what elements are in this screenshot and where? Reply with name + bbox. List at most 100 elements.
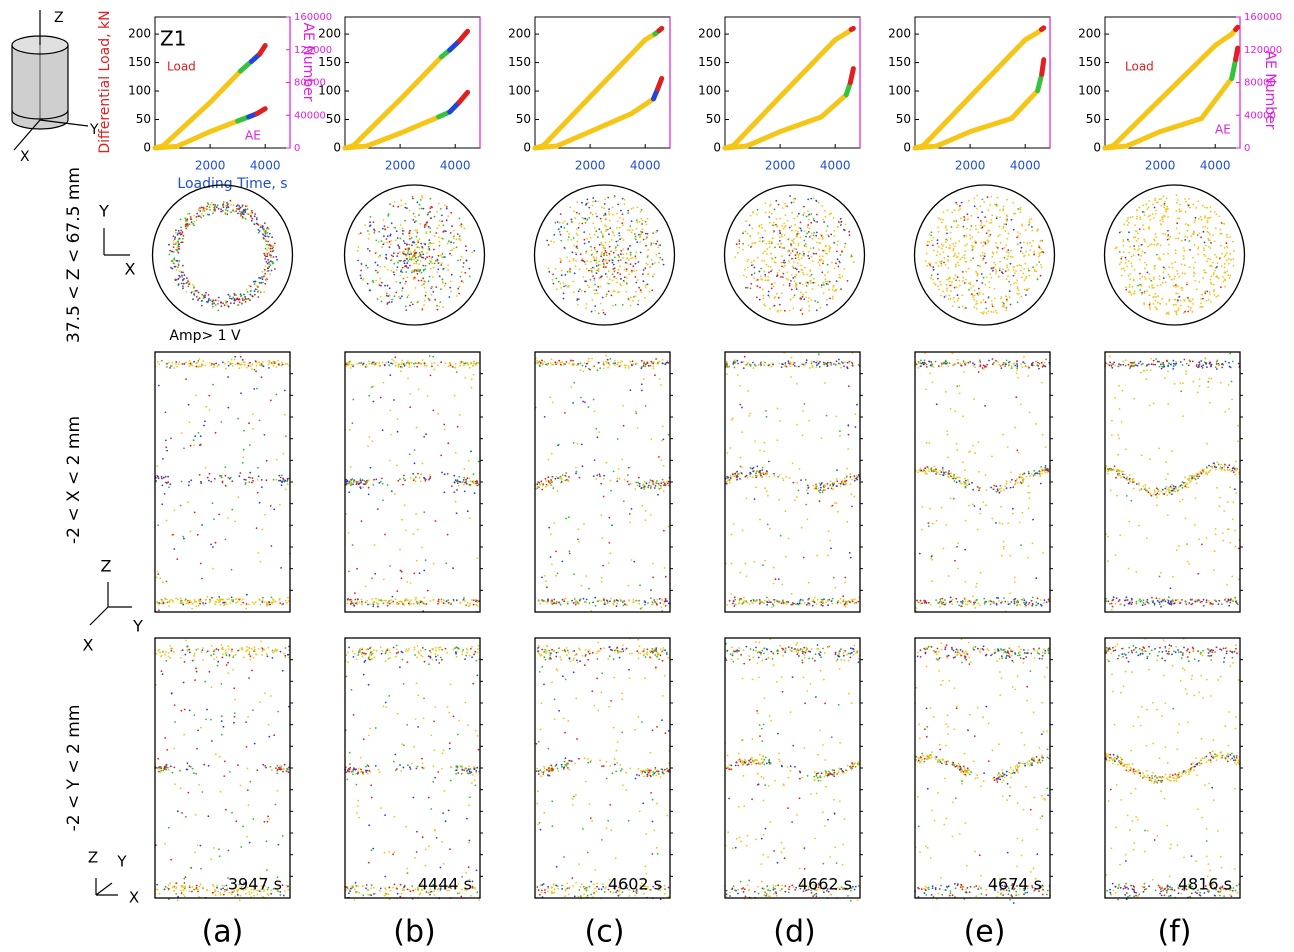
ae-dot: [629, 513, 631, 515]
ae-dot: [288, 771, 290, 773]
ae-dot: [572, 804, 574, 806]
ae-dot: [654, 262, 656, 264]
ae-dot: [450, 780, 452, 782]
ae-dot: [348, 363, 350, 365]
y-tick-label: 200: [508, 27, 531, 41]
ae-dot: [628, 820, 630, 822]
ae-dot: [745, 287, 747, 289]
ae-dot: [381, 282, 383, 284]
ae-dot: [560, 259, 562, 261]
ae-dot: [813, 247, 815, 249]
ae-dot: [435, 260, 437, 262]
ae-dot: [374, 573, 376, 575]
ae-dot: [421, 547, 423, 549]
ae-dot: [213, 653, 215, 655]
curve-segment: [725, 146, 747, 148]
ae-dot: [603, 263, 605, 265]
ae-dot: [602, 883, 604, 885]
ae-dot: [596, 252, 598, 254]
ae-dot: [647, 273, 649, 275]
ae-dot: [798, 243, 800, 245]
ae-dot: [416, 851, 418, 853]
ae-dot: [415, 599, 417, 601]
ae-dot: [234, 699, 236, 701]
ae-dot: [626, 282, 628, 284]
ae-dot: [419, 247, 421, 249]
ae-dot: [834, 268, 836, 270]
ae-dot: [234, 521, 236, 523]
ae-dot: [637, 482, 639, 484]
ae-dot: [594, 259, 596, 261]
ae-dot: [600, 243, 602, 245]
ae-dot: [606, 262, 608, 264]
ae-dot: [640, 252, 642, 254]
ae-dot: [539, 671, 541, 673]
ae-dot: [191, 221, 193, 223]
ae-dot: [582, 655, 584, 657]
ae-dot: [157, 361, 159, 363]
ae-dot: [656, 726, 658, 728]
ae-dot: [590, 894, 592, 896]
ae-dot: [166, 366, 168, 368]
x-tick-label: 2000: [195, 159, 226, 173]
ae-dot: [214, 603, 216, 605]
ae-dot: [545, 478, 547, 480]
ae-dot: [649, 650, 651, 652]
ae-dot: [358, 651, 360, 653]
ae-dot: [610, 480, 612, 482]
ae-dot: [434, 235, 436, 237]
ae-dot: [567, 223, 569, 225]
ae-dot: [564, 412, 566, 414]
ae-dot: [252, 413, 254, 415]
ae-dot: [775, 200, 777, 202]
ae-dot: [185, 654, 187, 656]
ae-dot: [262, 225, 264, 227]
ae-dot: [177, 899, 179, 901]
curve-segment: [590, 40, 645, 97]
ae-dot: [429, 260, 431, 262]
ae-dot: [356, 481, 358, 483]
ae-dot: [442, 253, 444, 255]
ae-dot: [794, 218, 796, 220]
ae-dot: [254, 649, 256, 651]
ae-dot: [540, 884, 542, 886]
ae-dot: [424, 300, 426, 302]
ae-dot: [578, 528, 580, 530]
ae-dot: [205, 365, 207, 367]
ae-dot: [440, 455, 442, 457]
ae-dot: [787, 220, 789, 222]
ae-dot: [158, 385, 160, 387]
ae-dot: [455, 653, 457, 655]
ae-dot: [634, 488, 636, 490]
ae-dot: [444, 473, 446, 475]
ae-dot: [402, 230, 404, 232]
ae-dot: [349, 771, 351, 773]
ae-dot: [354, 653, 356, 655]
ae-dot: [437, 654, 439, 656]
ae-dot: [196, 366, 198, 368]
ae-dot: [158, 609, 160, 611]
ae-dot: [391, 255, 393, 257]
ae-dot: [431, 363, 433, 365]
ae-dot: [471, 782, 473, 784]
ae-dot: [475, 785, 477, 787]
ae-dot: [178, 263, 180, 265]
ae-dot: [605, 260, 607, 262]
ae-dot: [584, 218, 586, 220]
ae-dot: [367, 248, 369, 250]
ae-dot: [226, 486, 228, 488]
ae-dot: [174, 236, 176, 238]
ae-dot: [592, 201, 594, 203]
ae-dot: [554, 888, 556, 890]
ae-dot: [636, 282, 638, 284]
ae-dot: [397, 418, 399, 420]
ae-dot: [598, 362, 600, 364]
ae-dot: [647, 218, 649, 220]
ae-dot: [255, 288, 257, 290]
ae-dot: [656, 254, 658, 256]
ae-dot: [622, 600, 624, 602]
ae-dot: [284, 414, 286, 416]
ae-dot: [473, 654, 475, 656]
ae-dot: [472, 683, 474, 685]
ae-dot: [592, 214, 594, 216]
